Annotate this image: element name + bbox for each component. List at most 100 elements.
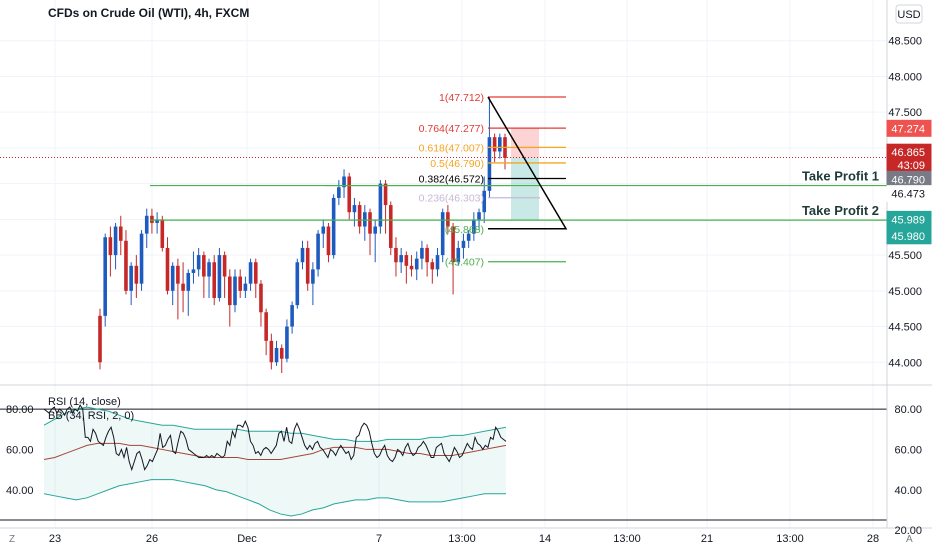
price-tag-text: 45.980 <box>891 231 925 243</box>
candle-body <box>134 265 139 284</box>
candle-body <box>357 205 362 227</box>
candle-body <box>326 226 331 256</box>
time-tick-label: 21 <box>701 533 713 545</box>
candle-body <box>492 137 497 152</box>
trend-lines[interactable] <box>487 96 568 230</box>
rsi-tick-label: 40.00 <box>894 485 922 497</box>
candle-body <box>118 226 123 241</box>
candle-body <box>248 262 253 284</box>
candle-body <box>337 187 341 198</box>
take-profit-label: Take Profit 1 <box>802 169 879 184</box>
candle-body <box>108 237 113 256</box>
candle-body <box>414 258 419 270</box>
rsi-tick-label: 80.00 <box>894 404 922 416</box>
rsi-grid <box>0 408 887 521</box>
candle-body <box>186 272 191 291</box>
candle-body <box>446 212 450 227</box>
price-tick-label: 44.500 <box>888 322 922 334</box>
candle-body <box>124 240 128 291</box>
candle-body <box>113 226 118 256</box>
candle-body <box>295 262 300 306</box>
candle-body <box>378 183 383 227</box>
candle-body <box>430 262 435 270</box>
candle-body <box>435 255 440 270</box>
candle-body <box>129 265 133 291</box>
candle-body <box>311 269 315 284</box>
candle-body <box>404 255 409 266</box>
fib-level-label: (45.407) <box>445 257 484 269</box>
candle-body <box>477 212 481 220</box>
fib-level-label: 0.618(47.007) <box>419 142 484 154</box>
rsi-lines <box>43 404 507 472</box>
price-tick-label: 48.500 <box>888 36 922 48</box>
candle-body <box>456 247 461 263</box>
price-tag-box <box>886 227 932 245</box>
candle-body <box>238 276 242 291</box>
candle-body <box>316 233 320 270</box>
candle-body <box>170 265 175 291</box>
auto-scale-icon[interactable]: A <box>906 534 913 545</box>
candle-body <box>253 262 258 284</box>
candle-body <box>399 255 403 263</box>
take-profit-lines[interactable]: Take Profit 1 Take Profit 2 <box>150 169 887 221</box>
candle-body <box>279 347 284 359</box>
candle-body <box>290 305 294 327</box>
trend-line <box>487 96 568 230</box>
price-tick-label: 44.000 <box>888 357 922 369</box>
candle-body <box>388 205 393 248</box>
fib-level-label: 0.382(46.572) <box>419 173 484 185</box>
candle-body <box>243 283 248 291</box>
candle-body <box>217 255 222 298</box>
candle-body <box>155 219 159 223</box>
timezone-icon[interactable]: Z <box>9 534 15 545</box>
chart-title: CFDs on Crude Oil (WTI), 4h, FXCM <box>48 6 249 20</box>
rsi-legend-bb[interactable]: BB (34, RSI, 2, 0) <box>48 410 134 422</box>
candle-body <box>482 190 487 213</box>
bb-lower-line <box>43 479 506 517</box>
candle-body <box>196 255 201 270</box>
time-tick-label: 14 <box>539 533 551 545</box>
fibonacci-retracement[interactable]: 1(47.712) 0.764(47.277) 0.618(47.007) 0.5(4… <box>419 92 566 269</box>
price-tick-label: 48.000 <box>888 71 922 83</box>
take-profit-label: Take Profit 2 <box>802 203 879 218</box>
price-tag-text: 47.274 <box>891 123 925 135</box>
candle-body <box>472 219 476 234</box>
candle-body <box>347 176 352 213</box>
candle-body <box>352 205 357 213</box>
candle-body <box>269 340 274 363</box>
rsi-axis[interactable]: 80.00 60.00 40.00 20.00 <box>894 404 922 537</box>
price-tag-text: 46.865 <box>891 147 925 159</box>
time-tick-label: 28 <box>867 533 879 545</box>
candle-body <box>394 247 398 263</box>
candle-body <box>285 326 289 359</box>
candle-body <box>321 226 326 234</box>
price-tag-box <box>886 119 932 137</box>
candle-body <box>202 255 206 277</box>
price-tag-text: 43:09 <box>897 160 925 172</box>
currency-button[interactable] <box>895 4 923 24</box>
candle-body <box>466 233 471 241</box>
time-tick-label: 13:00 <box>613 533 641 545</box>
candle-body <box>363 212 367 227</box>
candle-body <box>373 226 377 234</box>
main-grid <box>0 0 887 528</box>
candle-body <box>181 283 185 291</box>
candle-body <box>440 212 445 256</box>
candle-body <box>233 276 237 306</box>
time-axis[interactable]: 23 26 Dec 7 13:00 14 13:00 21 13:00 28 <box>49 533 879 545</box>
price-tick-label: 45.000 <box>888 286 922 298</box>
candle-body <box>300 247 305 263</box>
target-zone <box>511 157 539 221</box>
time-tick-label: 23 <box>49 533 61 545</box>
rsi-left-tick-label: 80.00 <box>6 404 34 416</box>
currency-label: USD <box>897 9 920 21</box>
candle-body <box>98 315 102 363</box>
rsi-legend-title[interactable]: RSI (14, close) <box>48 396 121 408</box>
rsi-line <box>43 404 507 472</box>
candle-body <box>222 255 227 277</box>
rsi-left-tick-label: 40.00 <box>6 485 34 497</box>
candle-body <box>264 312 268 341</box>
